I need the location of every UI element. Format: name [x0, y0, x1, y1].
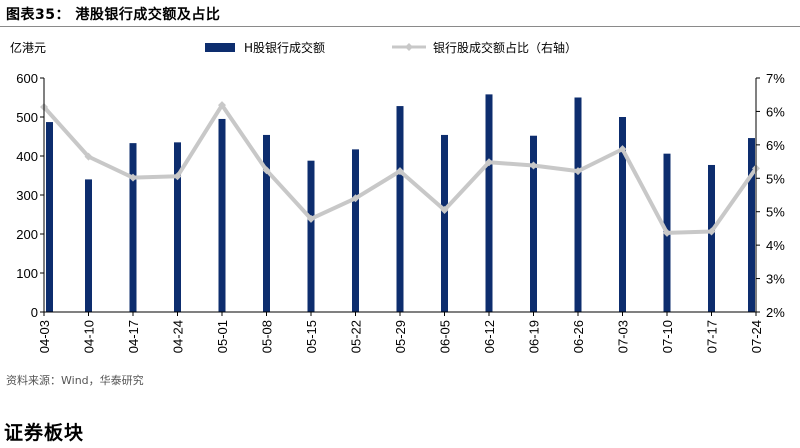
line-point [262, 166, 271, 175]
right-tick-label: 6% [766, 138, 785, 153]
x-tick-label: 07-10 [660, 320, 675, 353]
bar [174, 142, 181, 312]
line-point [574, 167, 582, 176]
bar [708, 164, 715, 312]
axes: 0 100 200 300 400 500 600 2% 3% 4% 5% 5% 6% 6% 7% 04-03… [16, 71, 785, 353]
left-tick-label: 400 [16, 149, 38, 164]
x-tick-label: 05-08 [260, 320, 275, 353]
line-point [129, 173, 137, 182]
figure-title: 图表35： 港股银行成交额及占比 [6, 7, 221, 23]
line-point [84, 152, 93, 161]
line-point [707, 227, 716, 236]
bar [396, 106, 404, 312]
line-point [173, 172, 182, 181]
bar [352, 149, 359, 312]
legend-bar-label: H股银行成交额 [244, 40, 325, 55]
bar [574, 97, 582, 312]
line-point [396, 167, 404, 176]
line-point [618, 145, 627, 154]
x-tick-label: 04-03 [37, 320, 52, 353]
x-tick-label: 06-26 [571, 320, 586, 353]
legend-line-label: 银行股成交额占比（右轴） [433, 40, 577, 55]
x-tick-label: 07-03 [616, 320, 631, 353]
line-point [529, 161, 538, 170]
right-tick-label: 4% [766, 238, 785, 253]
line-point [218, 101, 226, 110]
x-tick-label: 06-12 [482, 320, 497, 353]
bar [46, 122, 53, 312]
source-note: 资料来源：Wind，华泰研究 [6, 374, 144, 387]
bar [485, 94, 493, 312]
x-tick-label: 04-10 [82, 320, 97, 353]
legend-line-marker [405, 43, 413, 51]
x-tick-label: 04-24 [171, 320, 186, 353]
bar [530, 135, 537, 312]
line-series [40, 101, 760, 237]
x-tick-label: 05-01 [215, 320, 230, 353]
bar-series [46, 94, 755, 312]
x-tick-label: 07-17 [705, 320, 720, 353]
bar [263, 134, 270, 312]
bar [748, 138, 755, 312]
x-tick-label: 07-24 [749, 320, 764, 353]
bar [218, 118, 226, 312]
right-tick-label: 6% [766, 104, 785, 119]
left-tick-label: 300 [16, 188, 38, 203]
x-tick-label: 05-22 [349, 320, 364, 353]
legend-bar-swatch [205, 43, 235, 52]
line-point [440, 205, 449, 214]
bar [307, 160, 315, 312]
left-tick-label: 100 [16, 266, 38, 281]
bar [441, 134, 448, 312]
x-tick-label: 06-05 [438, 320, 453, 353]
title-divider [0, 26, 800, 27]
left-tick-label: 0 [31, 305, 38, 320]
right-tick-label: 3% [766, 272, 785, 287]
section-heading: 证券板块 [4, 422, 85, 444]
x-tick-label: 05-15 [304, 320, 319, 353]
bar [85, 179, 92, 312]
line-point [307, 214, 315, 223]
left-tick-label: 500 [16, 110, 38, 125]
line-point [485, 158, 493, 167]
right-tick-label: 2% [766, 305, 785, 320]
bar [619, 117, 626, 312]
x-tick-label: 04-17 [126, 320, 141, 353]
x-tick-label: 06-19 [527, 320, 542, 353]
right-tick-label: 7% [766, 71, 785, 86]
right-tick-label: 5% [766, 171, 785, 186]
legend: H股银行成交额 银行股成交额占比（右轴） [205, 40, 577, 55]
left-tick-label: 200 [16, 227, 38, 242]
bank-turnover-chart: 亿港元 H股银行成交额 银行股成交额占比（右轴） 0 100 200 300 400 50… [10, 40, 785, 353]
bar [129, 143, 137, 312]
left-axis-unit: 亿港元 [10, 40, 46, 55]
right-tick-label: 5% [766, 205, 785, 220]
left-tick-label: 600 [16, 71, 38, 86]
line-point [351, 194, 360, 203]
line-point [663, 228, 671, 237]
x-tick-label: 05-29 [393, 320, 408, 353]
